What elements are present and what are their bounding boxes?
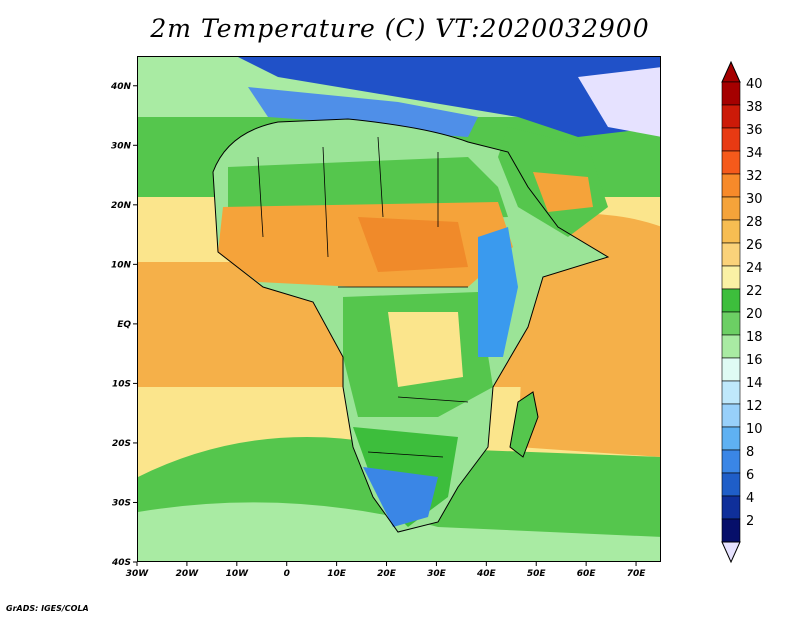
y-tick-label: 10N bbox=[111, 260, 132, 270]
x-tick-label: 70E bbox=[627, 569, 647, 579]
arabia-hot bbox=[533, 172, 593, 212]
colorbar-swatch bbox=[721, 196, 741, 221]
colorbar-level-label: 36 bbox=[746, 123, 763, 138]
colorbar-swatch bbox=[721, 472, 741, 497]
africa-coastline bbox=[212, 118, 610, 533]
x-tick-label: 40E bbox=[476, 569, 497, 579]
x-tick-label: 50E bbox=[527, 569, 547, 579]
colorbar-swatch bbox=[721, 518, 741, 543]
colorbar-level-label: 32 bbox=[746, 169, 763, 184]
y-tick-label: 30N bbox=[111, 141, 132, 151]
colorbar-level-label: 26 bbox=[746, 238, 763, 253]
x-tick-label: 20E bbox=[377, 569, 397, 579]
colorbar-level-label: 8 bbox=[746, 445, 754, 460]
colorbar-level-label: 22 bbox=[746, 284, 763, 299]
colorbar-over-arrow bbox=[721, 60, 741, 83]
temperature-map bbox=[138, 57, 660, 561]
ethiopian-highlands bbox=[478, 227, 518, 357]
colorbar-swatch bbox=[721, 219, 741, 244]
country-borders bbox=[257, 136, 469, 458]
colorbar-swatch bbox=[721, 495, 741, 520]
colorbar-swatch bbox=[721, 403, 741, 428]
x-tick-label: 60E bbox=[577, 569, 597, 579]
colorbar-swatch bbox=[721, 311, 741, 336]
colorbar-level-label: 16 bbox=[746, 353, 763, 368]
x-tick-label: 20W bbox=[176, 569, 200, 579]
colorbar-swatch bbox=[721, 334, 741, 359]
colorbar-level-label: 2 bbox=[746, 514, 754, 529]
colorbar-level-label: 38 bbox=[746, 100, 763, 115]
colorbar-under-arrow bbox=[721, 541, 741, 564]
colorbar-level-label: 20 bbox=[746, 307, 763, 322]
madagascar bbox=[509, 391, 539, 458]
credit-label: GrADS: IGES/COLA bbox=[6, 604, 89, 613]
colorbar-swatch bbox=[721, 173, 741, 198]
y-tick-label: 20S bbox=[112, 439, 131, 449]
colorbar-swatch bbox=[721, 150, 741, 175]
colorbar: 40 38 36 34 32 30 28 26 24 22 20 18 16 14 12 10 8 6 4 2 bbox=[721, 60, 763, 564]
colorbar-level-label: 30 bbox=[746, 192, 763, 207]
southern-africa-cool bbox=[363, 467, 438, 527]
colorbar-level-label: 34 bbox=[746, 146, 763, 161]
colorbar-level-label: 40 bbox=[746, 77, 763, 92]
y-tick-label: 10S bbox=[112, 379, 131, 389]
map-panel bbox=[137, 56, 661, 562]
colorbar-swatch bbox=[721, 288, 741, 313]
colorbar-swatch bbox=[721, 357, 741, 382]
y-tick-label: 20N bbox=[111, 201, 132, 211]
colorbar-swatch bbox=[721, 426, 741, 451]
x-tick-label: 30W bbox=[126, 569, 150, 579]
colorbar-level-label: 10 bbox=[746, 422, 763, 437]
colorbar-level-label: 24 bbox=[746, 261, 763, 276]
colorbar-swatch bbox=[721, 104, 741, 129]
colorbar-swatch bbox=[721, 242, 741, 267]
y-tick-label: 40N bbox=[110, 82, 132, 92]
colorbar-level-label: 12 bbox=[746, 399, 763, 414]
asia-highland-cold bbox=[578, 67, 660, 137]
x-axis-ticks: 30W 20W 10W 0 10E 20E 30E 40E 50E 60E 70E bbox=[126, 562, 646, 579]
indian-ocean-warm bbox=[518, 213, 660, 457]
colorbar-swatch bbox=[721, 449, 741, 474]
colorbar-swatch bbox=[721, 265, 741, 290]
plot-title: 2m Temperature (C) VT:2020032900 bbox=[150, 14, 650, 43]
x-tick-label: 0 bbox=[284, 569, 290, 579]
colorbar-level-label: 14 bbox=[746, 376, 763, 391]
y-tick-label: EQ bbox=[117, 320, 131, 330]
colorbar-swatch bbox=[721, 81, 741, 106]
congo-basin bbox=[388, 312, 463, 387]
x-tick-label: 10E bbox=[327, 569, 347, 579]
x-tick-label: 10W bbox=[226, 569, 250, 579]
colorbar-swatch bbox=[721, 380, 741, 405]
europe-cold bbox=[238, 57, 660, 137]
y-tick-label: 30S bbox=[112, 498, 131, 508]
x-tick-label: 30E bbox=[427, 569, 447, 579]
y-tick-label: 40S bbox=[111, 558, 131, 568]
colorbar-level-label: 28 bbox=[746, 215, 763, 230]
sahel-hottest bbox=[358, 217, 468, 272]
colorbar-level-label: 6 bbox=[746, 468, 754, 483]
colorbar-level-label: 4 bbox=[746, 491, 754, 506]
colorbar-swatch bbox=[721, 127, 741, 152]
colorbar-level-label: 18 bbox=[746, 330, 763, 345]
mediterranean-sea bbox=[248, 87, 478, 137]
y-axis-ticks: 40N 30N 20N 10N EQ 10S 20S 30S 40S bbox=[110, 82, 137, 568]
